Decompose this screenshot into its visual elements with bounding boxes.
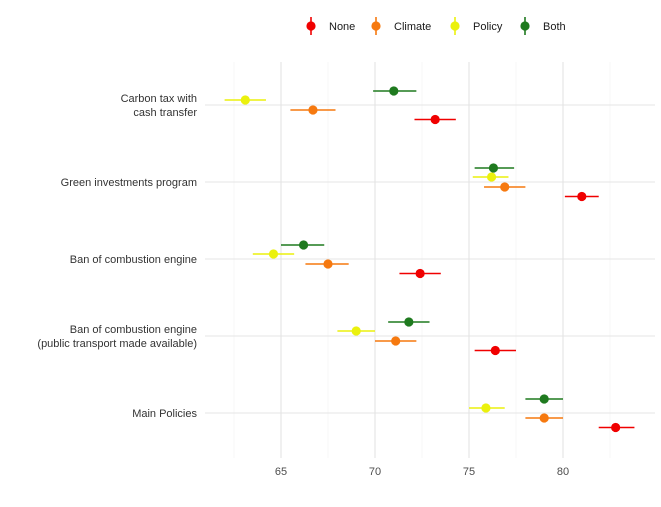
point-policy <box>240 95 250 105</box>
x-tick-label: 75 <box>463 466 475 478</box>
legend: None Climate Policy Both <box>306 17 566 35</box>
category-label: Ban of combustion engine <box>70 254 197 266</box>
point-policy <box>486 172 497 182</box>
legend-label: None <box>329 21 355 33</box>
legend-label: Both <box>543 21 566 33</box>
legend-item-both: Both <box>520 17 566 35</box>
point-both <box>389 86 399 96</box>
point-none <box>490 345 500 356</box>
category-label: Ban of combustion engine (public transpor… <box>37 324 197 350</box>
point-climate <box>539 413 549 423</box>
x-tick-label: 65 <box>275 466 287 478</box>
legend-key-point <box>306 21 316 31</box>
point-none <box>577 191 587 202</box>
legend-label: Climate <box>394 21 431 33</box>
point-climate <box>323 259 333 269</box>
point-policy <box>481 403 491 413</box>
legend-key-point <box>450 21 460 31</box>
legend-item-policy: Policy <box>450 17 503 35</box>
category-label: Carbon tax with cash transfer <box>121 93 198 119</box>
legend-item-climate: Climate <box>371 17 431 35</box>
legend-label: Policy <box>473 21 503 33</box>
point-policy <box>351 326 361 336</box>
point-climate <box>308 105 318 115</box>
point-both <box>539 394 549 404</box>
point-both <box>298 240 309 250</box>
x-tick-labels: 65 70 75 80 <box>275 466 569 478</box>
point-climate <box>500 182 510 192</box>
point-policy <box>268 249 279 259</box>
legend-key-point <box>371 21 381 31</box>
grid-layer <box>205 62 655 458</box>
point-both <box>404 317 414 327</box>
point-both <box>488 163 499 173</box>
category-labels: Carbon tax with cash transfer Green invest… <box>37 93 197 420</box>
point-none <box>415 268 425 279</box>
point-none <box>430 114 440 125</box>
legend-item-none: None <box>306 17 355 35</box>
point-none <box>611 422 621 433</box>
x-tick-label: 80 <box>557 466 569 478</box>
category-label: Main Policies <box>132 408 197 420</box>
x-tick-label: 70 <box>369 466 381 478</box>
point-layer <box>240 86 621 433</box>
point-climate <box>391 336 401 346</box>
category-label: Green investments program <box>61 177 197 189</box>
legend-key-point <box>520 21 530 31</box>
